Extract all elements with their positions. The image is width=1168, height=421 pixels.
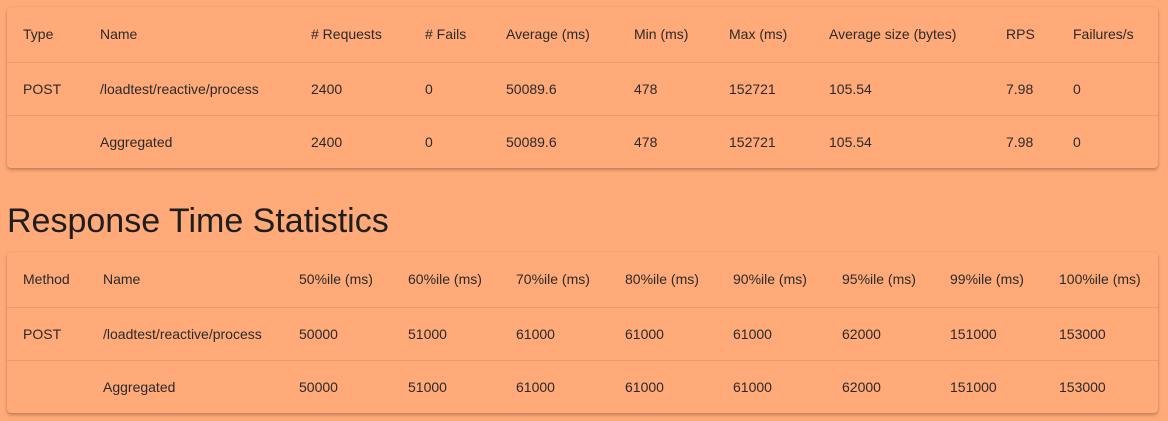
table-row-aggregated: Aggregated 50000 51000 61000 61000 61000…	[7, 360, 1158, 413]
cell-min: 478	[634, 133, 658, 150]
cell-fails: 0	[425, 133, 433, 150]
cell-requests: 2400	[311, 133, 343, 150]
cell-failures-per-second: 0	[1073, 80, 1081, 97]
cell-name: Aggregated	[103, 378, 176, 395]
cell-requests: 2400	[311, 80, 343, 97]
request-statistics-card: Type Name # Requests # Fails Average (ms…	[7, 7, 1158, 168]
column-header-p99[interactable]: 99%ile (ms)	[950, 271, 1024, 288]
column-header-name[interactable]: Name	[100, 26, 138, 43]
cell-p99: 151000	[950, 325, 997, 342]
response-time-card: Method Name 50%ile (ms) 60%ile (ms) 70%i…	[7, 252, 1158, 413]
cell-type	[7, 115, 84, 168]
column-header-p95[interactable]: 95%ile (ms)	[842, 271, 916, 288]
cell-min: 478	[634, 80, 658, 97]
cell-rps: 7.98	[1006, 133, 1034, 150]
cell-average-size: 105.54	[829, 133, 872, 150]
cell-name: Aggregated	[100, 133, 173, 150]
column-header-average-size[interactable]: Average size (bytes)	[829, 26, 957, 43]
cell-p70: 61000	[516, 378, 555, 395]
cell-type: POST	[23, 80, 62, 97]
column-header-failures-per-second[interactable]: Failures/s	[1073, 26, 1134, 43]
column-header-name[interactable]: Name	[103, 271, 141, 288]
column-header-method[interactable]: Method	[23, 271, 70, 288]
cell-method: POST	[23, 325, 62, 342]
column-header-requests[interactable]: # Requests	[311, 26, 382, 43]
cell-name: /loadtest/reactive/process	[103, 325, 262, 342]
cell-p95: 62000	[842, 378, 881, 395]
cell-p80: 61000	[625, 378, 664, 395]
cell-p95: 62000	[842, 325, 881, 342]
cell-average: 50089.6	[506, 133, 557, 150]
column-header-type[interactable]: Type	[23, 26, 54, 43]
table-header-row: Type Name # Requests # Fails Average (ms…	[7, 7, 1158, 62]
cell-p70: 61000	[516, 325, 555, 342]
column-header-fails[interactable]: # Fails	[425, 26, 467, 43]
cell-p80: 61000	[625, 325, 664, 342]
column-header-p70[interactable]: 70%ile (ms)	[516, 271, 590, 288]
table-row-aggregated: Aggregated 2400 0 50089.6 478 152721 105…	[7, 115, 1158, 168]
table-row: POST /loadtest/reactive/process 2400 0 5…	[7, 62, 1158, 115]
table-row: POST /loadtest/reactive/process 50000 51…	[7, 307, 1158, 360]
table-header-row: Method Name 50%ile (ms) 60%ile (ms) 70%i…	[7, 252, 1158, 307]
column-header-min[interactable]: Min (ms)	[634, 26, 689, 43]
column-header-p80[interactable]: 80%ile (ms)	[625, 271, 699, 288]
cell-p100: 153000	[1059, 325, 1106, 342]
cell-name: /loadtest/reactive/process	[100, 80, 259, 97]
cell-failures-per-second: 0	[1073, 133, 1081, 150]
column-header-max[interactable]: Max (ms)	[729, 26, 788, 43]
cell-fails: 0	[425, 80, 433, 97]
cell-rps: 7.98	[1006, 80, 1034, 97]
cell-p60: 51000	[408, 325, 447, 342]
cell-p50: 50000	[299, 325, 338, 342]
cell-average-size: 105.54	[829, 80, 872, 97]
column-header-p60[interactable]: 60%ile (ms)	[408, 271, 482, 288]
cell-p100: 153000	[1059, 378, 1106, 395]
cell-p90: 61000	[733, 325, 772, 342]
cell-max: 152721	[729, 80, 776, 97]
response-time-statistics-heading: Response Time Statistics	[7, 202, 389, 240]
column-header-p100[interactable]: 100%ile (ms)	[1059, 271, 1141, 288]
cell-p50: 50000	[299, 378, 338, 395]
cell-p99: 151000	[950, 378, 997, 395]
response-time-table: Method Name 50%ile (ms) 60%ile (ms) 70%i…	[7, 252, 1158, 413]
request-statistics-table: Type Name # Requests # Fails Average (ms…	[7, 7, 1158, 168]
cell-p90: 61000	[733, 378, 772, 395]
cell-p60: 51000	[408, 378, 447, 395]
column-header-p50[interactable]: 50%ile (ms)	[299, 271, 373, 288]
column-header-rps[interactable]: RPS	[1006, 26, 1035, 43]
column-header-average[interactable]: Average (ms)	[506, 26, 590, 43]
column-header-p90[interactable]: 90%ile (ms)	[733, 271, 807, 288]
cell-method	[7, 360, 87, 413]
cell-average: 50089.6	[506, 80, 557, 97]
cell-max: 152721	[729, 133, 776, 150]
